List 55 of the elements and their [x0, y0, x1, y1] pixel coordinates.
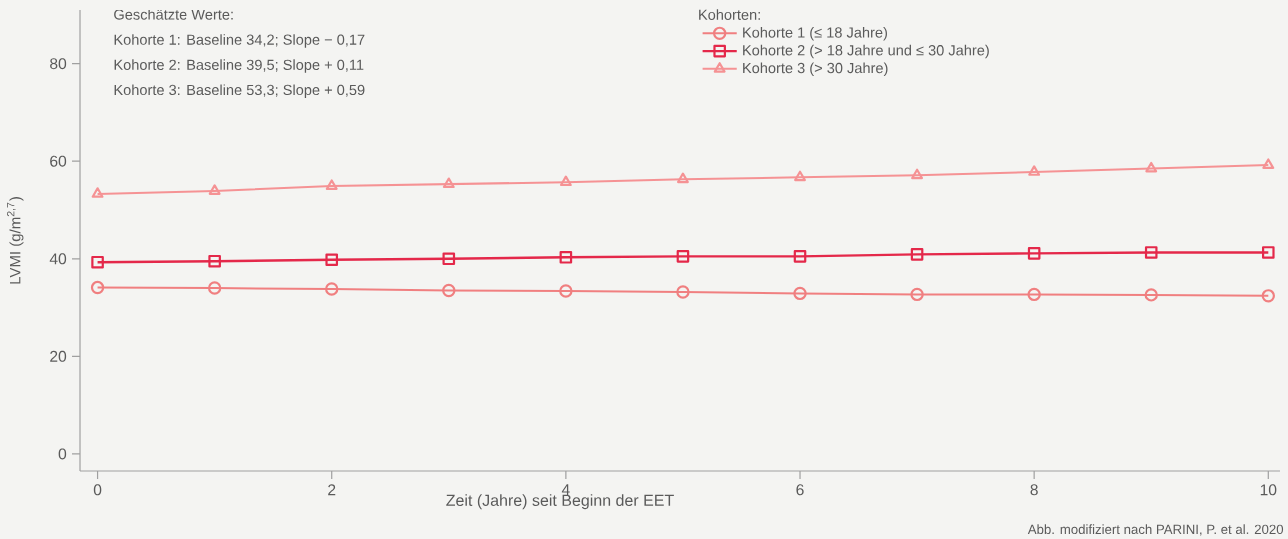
point [1028, 165, 1041, 176]
point [1144, 288, 1158, 302]
point [794, 170, 806, 182]
point [793, 286, 807, 301]
annotation: Kohorte 1: Baseline 34,2; Slope − 0,17 [114, 34, 365, 48]
y-tick-label: 40 [49, 253, 67, 265]
point [559, 175, 572, 187]
point [325, 282, 339, 296]
point [91, 187, 104, 198]
point [676, 285, 690, 299]
point [676, 172, 689, 184]
annotation: Kohorte 2: Baseline 39,5; Slope + 0,11 [114, 59, 364, 73]
point [442, 283, 456, 298]
point [1262, 246, 1275, 259]
point [910, 248, 924, 261]
point [325, 253, 339, 267]
y-axis-title: LVMI (g/m$^{2,7}$) [6, 197, 24, 284]
point [559, 284, 573, 298]
point [910, 287, 924, 302]
point [1027, 287, 1041, 302]
point [207, 281, 222, 295]
y-tick-label: 80 [50, 58, 67, 70]
legend-label: Kohorte 2 (> 18 Jahre und ≤ 30 Jahre) [743, 44, 989, 59]
point [793, 250, 807, 263]
x-tick-label: 10 [1260, 484, 1277, 496]
point [1144, 246, 1158, 259]
point [90, 280, 105, 295]
point [1145, 161, 1158, 173]
point [91, 255, 104, 269]
y-tick-label: 20 [50, 350, 67, 362]
x-tick-label: 0 [93, 484, 102, 496]
point [676, 250, 690, 263]
legend-title: Kohorten: [699, 9, 760, 20]
point [208, 184, 221, 195]
x-tick-label: 4 [561, 484, 570, 495]
y-tick-label: 0 [58, 448, 67, 460]
point [559, 251, 573, 264]
annotation: Kohorte 3: Baseline 53,3; Slope + 0,59 [114, 84, 365, 98]
text: Abb. modifiziert nach PARINI, P. et al. 2020 [1027, 524, 1284, 536]
point [1261, 289, 1275, 303]
point [911, 168, 924, 180]
point [442, 177, 455, 189]
point [1027, 247, 1041, 260]
point [208, 254, 221, 268]
y-tick-label: 60 [50, 155, 67, 167]
point [442, 252, 456, 266]
legend-label: Kohorte 1 (≤ 18 Jahre) [743, 26, 887, 41]
x-tick-label: 2 [328, 484, 336, 496]
point [1262, 158, 1275, 170]
point [325, 179, 338, 190]
legend-label: Kohorte 3 (> 30 Jahre) [743, 62, 888, 77]
annotation: Geschätzte Werte: [114, 9, 233, 20]
x-tick-label: 8 [1030, 484, 1038, 496]
x-axis-title: Zeit (Jahre) seit Beginn der EET [446, 494, 674, 510]
x-tick-label: 6 [796, 484, 804, 496]
